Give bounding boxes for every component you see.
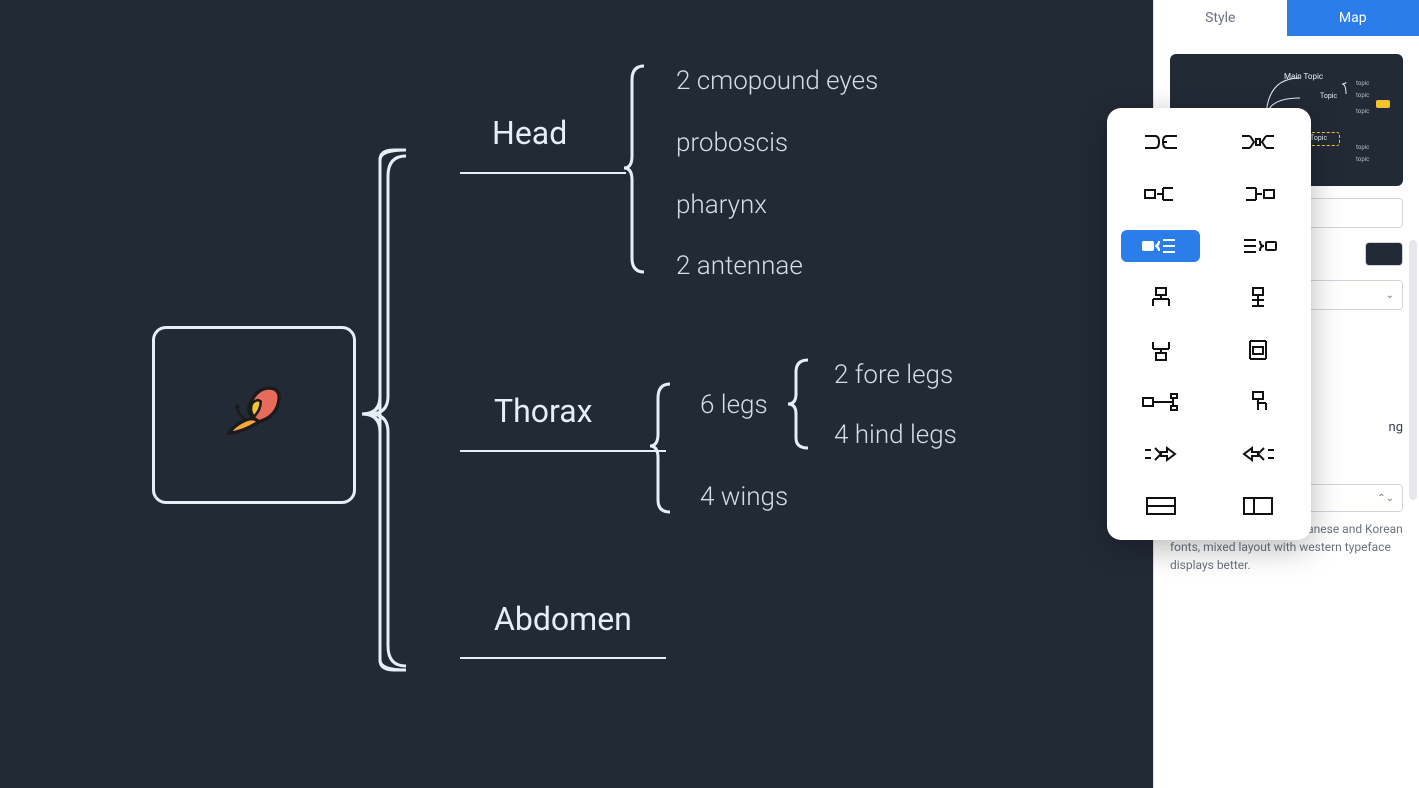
leaf-thorax-1[interactable]: 4 wings — [700, 482, 788, 512]
structure-option-13[interactable] — [1218, 438, 1297, 470]
tab-style[interactable]: Style — [1154, 0, 1287, 36]
bracket-head — [624, 58, 652, 280]
structure-option-1[interactable] — [1218, 126, 1297, 158]
butterfly-icon — [212, 373, 296, 457]
structure-option-5[interactable] — [1218, 230, 1297, 262]
structure-option-6[interactable] — [1121, 282, 1200, 314]
leaf-thorax-sub-1[interactable]: 4 hind legs — [834, 420, 957, 450]
structure-option-0[interactable] — [1121, 126, 1200, 158]
tab-map[interactable]: Map — [1287, 0, 1419, 36]
bracket-thorax — [650, 376, 676, 516]
branch-abdomen-underline — [460, 657, 666, 659]
structure-option-7[interactable] — [1218, 282, 1297, 314]
structure-option-14[interactable] — [1121, 490, 1200, 522]
leaf-head-1[interactable]: proboscis — [676, 128, 788, 158]
structure-option-8[interactable] — [1121, 334, 1200, 366]
chevron-updown-icon: ⌃⌄ — [1377, 493, 1394, 504]
branch-head-label[interactable]: Head — [492, 114, 567, 152]
bracket-root — [358, 144, 414, 674]
branch-abdomen-label[interactable]: Abdomen — [494, 600, 632, 638]
structure-option-9[interactable] — [1218, 334, 1297, 366]
structure-option-4[interactable] — [1121, 230, 1200, 262]
structure-option-11[interactable] — [1218, 386, 1297, 418]
sidebar-scrollbar[interactable] — [1409, 240, 1417, 500]
branch-thorax-label[interactable]: Thorax — [494, 392, 592, 430]
mindmap-canvas[interactable]: Head 2 cmopound eyes proboscis pharynx 2… — [0, 0, 1153, 788]
structure-picker-popover — [1107, 108, 1311, 540]
structure-option-3[interactable] — [1218, 178, 1297, 210]
structure-option-12[interactable] — [1121, 438, 1200, 470]
bracket-thorax-sub — [788, 352, 814, 454]
structure-option-2[interactable] — [1121, 178, 1200, 210]
background-color-swatch[interactable] — [1365, 242, 1403, 266]
branch-head-underline — [460, 172, 626, 174]
leaf-thorax-0[interactable]: 6 legs — [700, 390, 768, 420]
branch-thorax-underline — [460, 450, 666, 452]
sidebar-tabs: Style Map — [1154, 0, 1419, 36]
structure-option-10[interactable] — [1121, 386, 1200, 418]
root-topic[interactable] — [152, 326, 356, 504]
leaf-head-2[interactable]: pharynx — [676, 190, 767, 220]
leaf-head-0[interactable]: 2 cmopound eyes — [676, 66, 878, 96]
chevron-down-icon: ⌄ — [1386, 290, 1394, 301]
leaf-head-3[interactable]: 2 antennae — [676, 251, 803, 281]
leaf-thorax-sub-0[interactable]: 2 fore legs — [834, 360, 953, 390]
structure-option-15[interactable] — [1218, 490, 1297, 522]
